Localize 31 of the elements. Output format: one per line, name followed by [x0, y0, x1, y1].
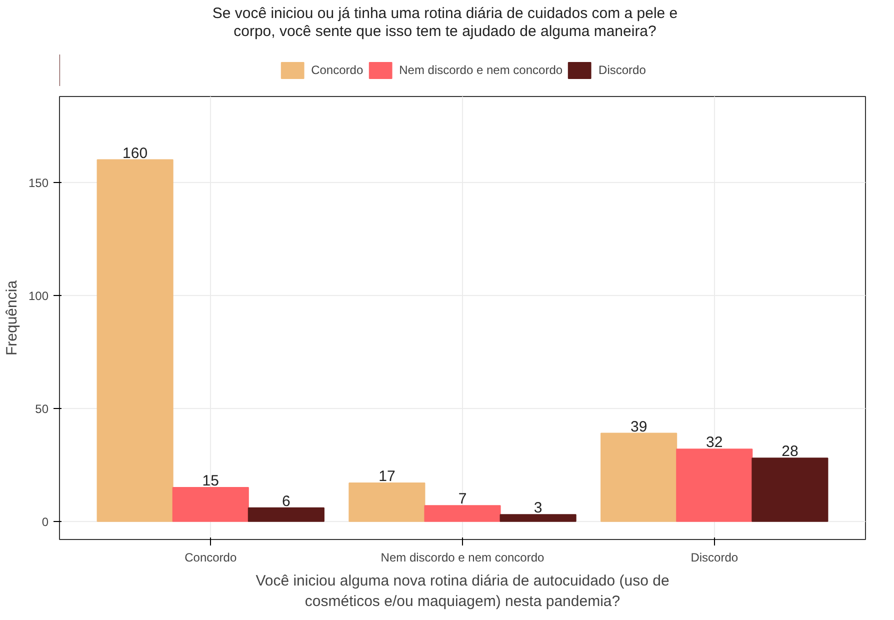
bar — [172, 487, 249, 522]
x-axis-title: Você iniciou alguma nova rotina diária de autocuidado (uso de cosméticos e/ou maquiagem) nesta pandemia? — [256, 572, 670, 610]
data-label: 28 — [782, 443, 798, 460]
data-label: 7 — [458, 490, 467, 508]
bar — [248, 507, 324, 522]
chart-title: Se você iniciou ou já tinha uma rotina diária de cuidados com a pele e corpo, você sente que isso tem te ajudado de alguma maneira? — [211, 5, 679, 41]
y-tick-label: 50 — [35, 402, 49, 416]
y-axis-title: Frequência — [3, 280, 20, 356]
legend-label: Discordo — [598, 63, 646, 77]
x-tick-label: Concordo — [184, 550, 237, 564]
y-tick-label: 0 — [42, 514, 49, 529]
bar — [752, 458, 828, 522]
x-tick-label: Discordo — [690, 550, 738, 564]
x-tick-label: Nem discordo e nem concordo — [380, 550, 545, 564]
data-label: 39 — [630, 418, 648, 436]
legend-label: Concordo — [311, 63, 364, 77]
bar — [676, 448, 753, 522]
bar — [348, 482, 426, 522]
data-label: 15 — [202, 472, 219, 490]
data-label: 17 — [378, 468, 396, 485]
bar — [600, 432, 678, 522]
data-label: 3 — [534, 500, 542, 517]
legend-label: Nem discordo e nem concordo — [399, 63, 563, 77]
data-label: 32 — [706, 434, 723, 452]
bar — [424, 505, 501, 522]
y-tick-label: 150 — [28, 176, 49, 190]
y-tick-label: 100 — [28, 288, 49, 303]
bar — [500, 514, 576, 522]
data-label: 6 — [282, 492, 290, 510]
bar — [96, 159, 174, 522]
data-label: 160 — [122, 144, 148, 162]
